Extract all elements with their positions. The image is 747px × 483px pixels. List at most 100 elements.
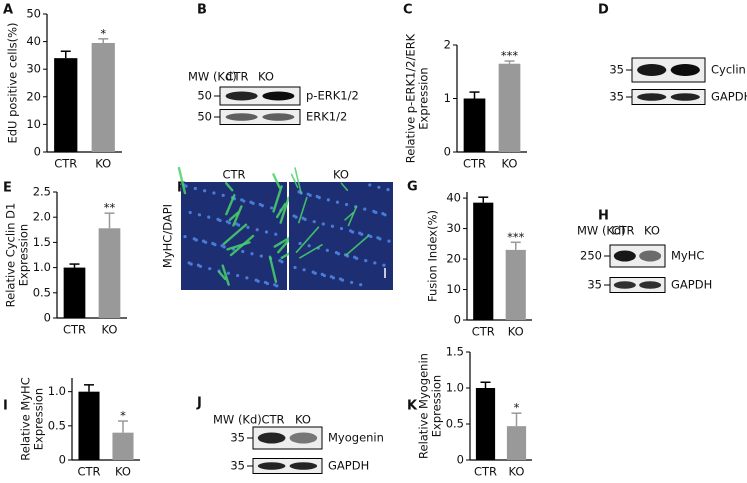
x-tick-label: CTR: [474, 465, 497, 479]
mw-header: MW (Kd): [188, 70, 237, 84]
nucleus: [256, 279, 260, 283]
blot-band: [257, 462, 286, 470]
nucleus: [183, 234, 187, 239]
y-tick-label: 0.5: [48, 418, 66, 432]
error-bar: [510, 241, 521, 250]
blot-label: GAPDH: [328, 459, 369, 473]
x-tick-label: CTR: [77, 465, 100, 479]
y-tick-label: 0.5: [33, 285, 51, 299]
y-tick-label: 1.0: [446, 381, 464, 395]
y-tick-label: 20: [446, 252, 461, 266]
nucleus: [387, 239, 391, 243]
nucleus: [331, 276, 336, 280]
fiber: [225, 193, 236, 216]
error-bar: [98, 38, 109, 43]
fiber: [299, 244, 323, 259]
y-tick-label: 1.0: [48, 384, 66, 398]
blot-band: [613, 250, 636, 262]
bar: [475, 388, 496, 460]
error-bar: [84, 384, 94, 392]
nucleus: [264, 230, 269, 234]
fiber: [295, 226, 320, 253]
lane-label: KO: [644, 224, 660, 238]
nucleus: [237, 223, 241, 227]
y-axis-label: Fusion Index(%): [426, 210, 440, 302]
y-tick-label: 0: [457, 453, 464, 467]
bar: [98, 228, 121, 318]
y-tick-label: 2: [444, 38, 451, 52]
y-tick-label: 0: [444, 145, 451, 159]
blot-label: Cyclin D1: [711, 63, 747, 77]
x-tick-label: CTR: [463, 157, 486, 171]
nucleus: [294, 215, 298, 219]
nucleus: [307, 244, 311, 248]
y-axis-label: EdU positive cells(%): [6, 22, 20, 143]
y-axis-label: Expression: [17, 224, 31, 286]
blot-band: [670, 93, 700, 101]
x-tick-label: KO: [502, 157, 518, 171]
blot-band: [637, 64, 667, 76]
mw-label: 35: [230, 431, 245, 445]
y-tick-label: 30: [26, 62, 41, 76]
blot-band: [289, 462, 318, 470]
y-axis-label: Relative MyHC: [19, 377, 33, 460]
nucleus: [378, 237, 382, 241]
panel-letter: C: [403, 3, 413, 18]
nucleus: [386, 187, 390, 192]
nucleus: [275, 284, 279, 288]
y-axis-label: Relative Cyclin D1: [4, 203, 18, 308]
panel-letter: A: [3, 3, 13, 18]
mw-label: 35: [587, 278, 602, 292]
nucleus: [221, 193, 225, 197]
nucleus: [203, 189, 207, 193]
bar: [498, 63, 521, 152]
nucleus: [298, 241, 302, 246]
column-label: KO: [333, 168, 349, 182]
mw-header: MW (Kd): [213, 413, 262, 427]
fiber: [290, 173, 299, 189]
nucleus: [344, 202, 349, 207]
mw-label: 35: [230, 459, 245, 473]
significance: *: [120, 409, 126, 423]
blot-label: MyHC: [671, 249, 704, 263]
nucleus: [207, 215, 211, 219]
y-tick-label: 2.0: [33, 210, 51, 224]
bar: [505, 249, 526, 320]
error-bar: [69, 263, 80, 268]
y-tick-label: 0: [454, 313, 461, 327]
nucleus: [377, 185, 381, 189]
y-tick-label: 0: [44, 311, 51, 325]
nucleus: [259, 254, 263, 258]
x-tick-label: CTR: [54, 157, 77, 171]
nucleus: [198, 264, 203, 268]
bar: [463, 98, 486, 152]
mw-header: MW (Kd): [577, 224, 626, 238]
error-bar: [504, 60, 515, 64]
fiber: [279, 196, 290, 224]
lane-label: KO: [258, 70, 274, 84]
fiber: [275, 202, 287, 219]
fiber: [232, 205, 243, 227]
y-axis-label: Relative p-ERK1/2/ERK: [404, 33, 418, 163]
nucleus: [246, 225, 250, 230]
y-tick-label: 50: [26, 7, 41, 21]
y-tick-label: 1: [444, 91, 451, 105]
x-tick-label: KO: [508, 325, 524, 339]
nucleus: [212, 191, 216, 195]
panel-letter: E: [3, 181, 12, 196]
nucleus: [363, 207, 367, 211]
nucleus: [312, 220, 316, 224]
nucleus: [382, 263, 386, 267]
bar: [78, 391, 100, 460]
nucleus: [368, 183, 372, 187]
lane-label: CTR: [225, 70, 248, 84]
nucleus: [245, 276, 249, 280]
nucleus: [241, 249, 245, 254]
bar: [63, 267, 86, 318]
nucleus: [194, 238, 198, 242]
nucleus: [222, 245, 226, 249]
nucleus: [280, 260, 284, 264]
nucleus: [369, 234, 373, 239]
nucleus: [189, 262, 193, 266]
significance: *: [100, 26, 106, 40]
